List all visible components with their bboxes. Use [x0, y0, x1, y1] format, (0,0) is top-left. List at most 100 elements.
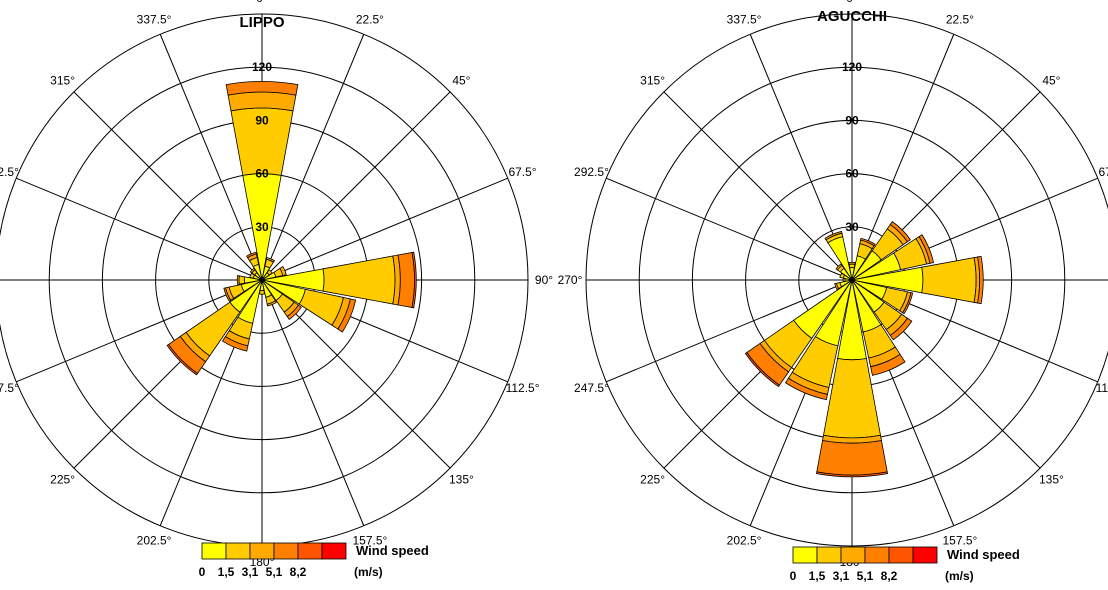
legend-swatch: [888, 546, 914, 564]
direction-label: 247.5°: [0, 381, 19, 395]
direction-label: 0°: [256, 0, 268, 5]
petal-segment: [889, 317, 913, 341]
direction-label: 45°: [452, 74, 470, 88]
direction-label: 225°: [50, 472, 75, 486]
petal-segment: [977, 255, 984, 305]
direction-label: 157.5°: [943, 534, 978, 548]
petal-segment: [166, 343, 199, 376]
direction-label: 22.5°: [356, 12, 384, 26]
petal-segment: [221, 336, 249, 352]
radial-tick-label: 120: [252, 60, 272, 74]
legend-tick: 5,1: [857, 569, 874, 583]
direction-label: 270°: [558, 273, 583, 287]
legend-unit: (m/s): [945, 569, 974, 583]
legend-swatch: [225, 542, 251, 560]
legend-tick: 3,1: [833, 569, 850, 583]
legend-title: Wind speed: [947, 547, 1020, 562]
legend-swatch: [816, 546, 842, 564]
grid-spoke: [16, 177, 263, 281]
grid-spoke: [261, 91, 451, 281]
petal-segment: [921, 257, 977, 303]
legend-swatch: [321, 542, 347, 560]
petal-segment: [249, 267, 256, 274]
grid-spoke: [159, 34, 263, 281]
legend: Wind speed 0 1,5 3,1 5,1 8,2 (m/s): [790, 546, 1020, 583]
legend-tick: 1,5: [809, 569, 826, 583]
direction-label: 292.5°: [574, 165, 609, 179]
grid-spoke: [261, 177, 508, 281]
direction-label: 337.5°: [137, 12, 172, 26]
petal-segment: [889, 221, 911, 243]
direction-label: 22.5°: [946, 12, 974, 26]
petal-segment: [223, 287, 232, 302]
direction-label: 45°: [1042, 74, 1060, 88]
direction-label: 292.5°: [0, 165, 19, 179]
grid-spoke: [606, 177, 853, 281]
petal-segment: [816, 471, 888, 478]
petal-segment: [824, 230, 843, 241]
radial-tick-label: 30: [255, 220, 269, 234]
legend-title: Wind speed: [356, 543, 429, 558]
wind-rose-0: LIPPO3060901200°22.5°45°67.5°90°112.5°13…: [0, 0, 553, 579]
legend-swatch: [297, 542, 323, 560]
petal-segment: [236, 275, 240, 285]
legend-swatch: [840, 546, 866, 564]
legend-tick: 8,2: [881, 569, 898, 583]
petal-segment: [860, 237, 876, 247]
petal-segment: [784, 377, 828, 401]
petal-segment: [397, 252, 415, 308]
legend-tick: 8,2: [290, 565, 307, 579]
petal-segment: [902, 292, 914, 315]
legend-tick: 0: [790, 569, 797, 583]
petal-segment: [225, 81, 299, 96]
legend-tick: 5,1: [266, 565, 283, 579]
petal-segment: [816, 440, 888, 476]
grid-spoke: [16, 279, 263, 383]
direction-label: 202.5°: [137, 534, 172, 548]
direction-label: 112.5°: [506, 381, 540, 395]
petal-segment: [870, 353, 906, 376]
direction-label: 315°: [50, 74, 75, 88]
wind-rose-1: AGUCCHI3060901200°22.5°45°67.5°90°112.5°…: [558, 0, 1108, 583]
legend-tick: 3,1: [242, 565, 259, 579]
petal-segment: [337, 298, 357, 333]
direction-label: 135°: [1039, 472, 1064, 486]
grid-spoke: [851, 34, 955, 281]
petal-segment: [246, 251, 257, 259]
direction-label: 247.5°: [574, 381, 609, 395]
petal-segment: [827, 236, 853, 281]
petal-segment: [286, 304, 302, 320]
radial-tick-label: 90: [845, 113, 859, 127]
petal-segment: [835, 263, 843, 271]
grid-spoke: [73, 91, 263, 281]
direction-label: 135°: [449, 472, 474, 486]
grid-spoke: [606, 279, 853, 383]
petal-segment: [848, 261, 856, 265]
legend-swatch: [201, 542, 227, 560]
radial-tick-label: 90: [255, 113, 269, 127]
grid-spoke: [261, 34, 365, 281]
grid-spoke: [261, 279, 365, 526]
direction-label: 0°: [846, 0, 858, 5]
direction-label: 315°: [640, 74, 665, 88]
direction-label: 67.5°: [1098, 165, 1108, 179]
legend-swatch: [864, 546, 890, 564]
legend-swatch: [912, 546, 938, 564]
petal-segment: [744, 351, 781, 388]
petal-segment: [834, 282, 840, 291]
direction-label: 225°: [640, 472, 665, 486]
legend-tick: 0: [199, 565, 206, 579]
direction-label: 202.5°: [727, 534, 762, 548]
direction-label: 337.5°: [727, 12, 762, 26]
radial-tick-label: 60: [255, 167, 269, 181]
direction-label: 90°: [535, 273, 553, 287]
direction-label: 157.5°: [353, 534, 388, 548]
radial-tick-label: 120: [842, 60, 862, 74]
petal-segment: [411, 251, 417, 309]
radial-tick-label: 60: [845, 167, 859, 181]
direction-label: 67.5°: [508, 165, 536, 179]
petal-segment: [848, 263, 856, 269]
petal-segment: [227, 91, 297, 112]
petal-segment: [266, 300, 278, 307]
